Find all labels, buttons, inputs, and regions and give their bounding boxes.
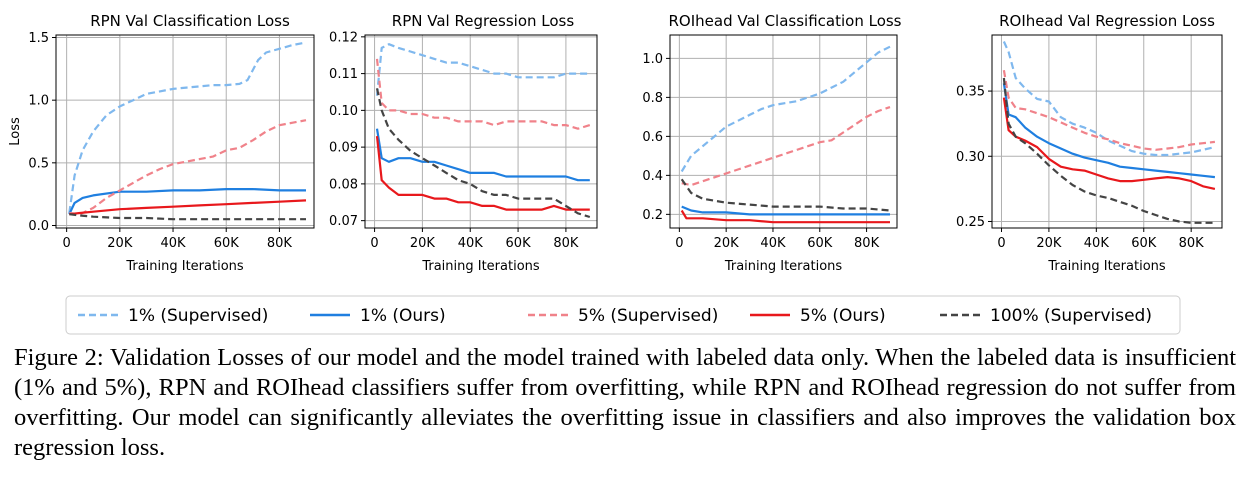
legend-label: 1% (Ours) bbox=[360, 306, 446, 326]
x-tick-label: 40K bbox=[458, 236, 484, 251]
x-axis-label: Training Iterations bbox=[1047, 259, 1166, 274]
chart-panel-4: ROIhead Val Regression Loss 0 20K 40K 60K 80K… bbox=[956, 12, 1223, 274]
x-tick-label: 0 bbox=[62, 236, 70, 251]
series-line bbox=[68, 41, 307, 214]
x-tick-label: 20K bbox=[107, 236, 133, 251]
y-tick-label: 1.0 bbox=[642, 52, 663, 67]
x-tick-label: 40K bbox=[1084, 236, 1110, 251]
x-tick-label: 80K bbox=[553, 236, 579, 251]
y-tick-label: 0.0 bbox=[28, 219, 49, 234]
charts-row: RPN Val Classification Loss 0 20K 40K 60K 80K… bbox=[8, 12, 1223, 274]
series-line bbox=[69, 213, 306, 221]
chart-panel-1: RPN Val Classification Loss 0 20K 40K 60K 80K… bbox=[8, 12, 315, 274]
series-line bbox=[680, 178, 891, 212]
x-tick-label: 80K bbox=[267, 236, 293, 251]
legend-label: 100% (Supervised) bbox=[990, 306, 1152, 326]
plot-frame bbox=[669, 34, 898, 229]
y-tick-label: 0.35 bbox=[956, 85, 985, 100]
legend-entry: 100% (Supervised) bbox=[940, 306, 1152, 326]
y-tick-label: 1.5 bbox=[28, 31, 49, 46]
x-axis-label: Training Iterations bbox=[724, 259, 843, 274]
chart-panel-2: RPN Val Regression Loss 0 20K 40K 60K 80K 0.07… bbox=[329, 12, 598, 274]
y-tick-label: 0.07 bbox=[329, 214, 358, 229]
series-line bbox=[681, 205, 890, 216]
legend-label: 5% (Ours) bbox=[800, 306, 886, 326]
y-tick-label: 0.10 bbox=[329, 104, 358, 119]
y-tick-label: 0.6 bbox=[642, 130, 663, 145]
y-tick-label: 0.8 bbox=[642, 91, 663, 106]
y-tick-label: 0.08 bbox=[329, 177, 358, 192]
x-axis-label: Training Iterations bbox=[125, 259, 244, 274]
series-line bbox=[375, 88, 591, 219]
x-tick-label: 0 bbox=[997, 236, 1005, 251]
y-tick-label: 0.5 bbox=[28, 156, 49, 171]
x-tick-label: 0 bbox=[675, 236, 683, 251]
y-tick-label: 1.0 bbox=[28, 94, 49, 109]
series-line bbox=[1002, 70, 1216, 151]
y-tick-label: 0.09 bbox=[329, 141, 358, 156]
series-line bbox=[1002, 97, 1216, 190]
x-tick-label: 0 bbox=[370, 236, 378, 251]
chart-title: RPN Val Classification Loss bbox=[90, 12, 290, 30]
plot-frame bbox=[364, 34, 598, 229]
chart-title: ROIhead Val Classification Loss bbox=[668, 12, 901, 30]
y-tick-label: 0.25 bbox=[956, 215, 985, 230]
legend-label: 1% (Supervised) bbox=[128, 306, 268, 326]
x-tick-label: 60K bbox=[1131, 236, 1157, 251]
x-tick-label: 40K bbox=[760, 236, 786, 251]
series-line bbox=[681, 106, 891, 187]
legend-entry: 1% (Supervised) bbox=[78, 306, 268, 326]
plot-frame bbox=[991, 34, 1223, 229]
y-tick-label: 0.11 bbox=[329, 67, 358, 82]
legend-entry: 5% (Ours) bbox=[750, 306, 886, 326]
legend-entry: 1% (Ours) bbox=[310, 306, 446, 326]
x-tick-label: 80K bbox=[854, 236, 880, 251]
series-line bbox=[1002, 83, 1216, 179]
series-line bbox=[375, 135, 590, 211]
legend-entry: 5% (Supervised) bbox=[528, 306, 718, 326]
y-tick-label: 0.12 bbox=[329, 30, 358, 45]
chart-panel-3: ROIhead Val Classification Loss 0 20K 40K 60… bbox=[642, 12, 901, 274]
y-tick-label: 0.4 bbox=[642, 169, 663, 184]
y-tick-label: 0.2 bbox=[642, 208, 663, 223]
x-tick-label: 80K bbox=[1179, 236, 1205, 251]
y-tick-label: 0.30 bbox=[956, 150, 985, 165]
legend: 1% (Supervised) 1% (Ours) 5% (Supervised) 5… bbox=[65, 295, 1181, 335]
chart-title: RPN Val Regression Loss bbox=[392, 12, 575, 30]
x-tick-label: 60K bbox=[506, 236, 532, 251]
series-line bbox=[1002, 41, 1216, 157]
legend-box bbox=[65, 295, 1181, 335]
series-line bbox=[375, 58, 591, 130]
series-line bbox=[1002, 77, 1215, 224]
x-tick-label: 20K bbox=[714, 236, 740, 251]
x-tick-label: 20K bbox=[410, 236, 436, 251]
series-line bbox=[680, 45, 891, 173]
series-line bbox=[69, 199, 307, 216]
series-line bbox=[680, 209, 890, 224]
series-line bbox=[68, 188, 306, 215]
series-line bbox=[375, 128, 590, 182]
plot-frame bbox=[55, 34, 315, 229]
y-axis-label: Loss bbox=[8, 117, 23, 146]
series-line bbox=[69, 119, 307, 216]
x-tick-label: 60K bbox=[807, 236, 833, 251]
x-tick-label: 60K bbox=[214, 236, 240, 251]
figure-caption: Figure 2: Validation Losses of our model… bbox=[14, 344, 1236, 461]
legend-label: 5% (Supervised) bbox=[578, 306, 718, 326]
x-tick-label: 40K bbox=[160, 236, 186, 251]
x-axis-label: Training Iterations bbox=[421, 259, 540, 274]
chart-title: ROIhead Val Regression Loss bbox=[999, 12, 1215, 30]
series-line bbox=[375, 43, 590, 96]
x-tick-label: 20K bbox=[1036, 236, 1062, 251]
